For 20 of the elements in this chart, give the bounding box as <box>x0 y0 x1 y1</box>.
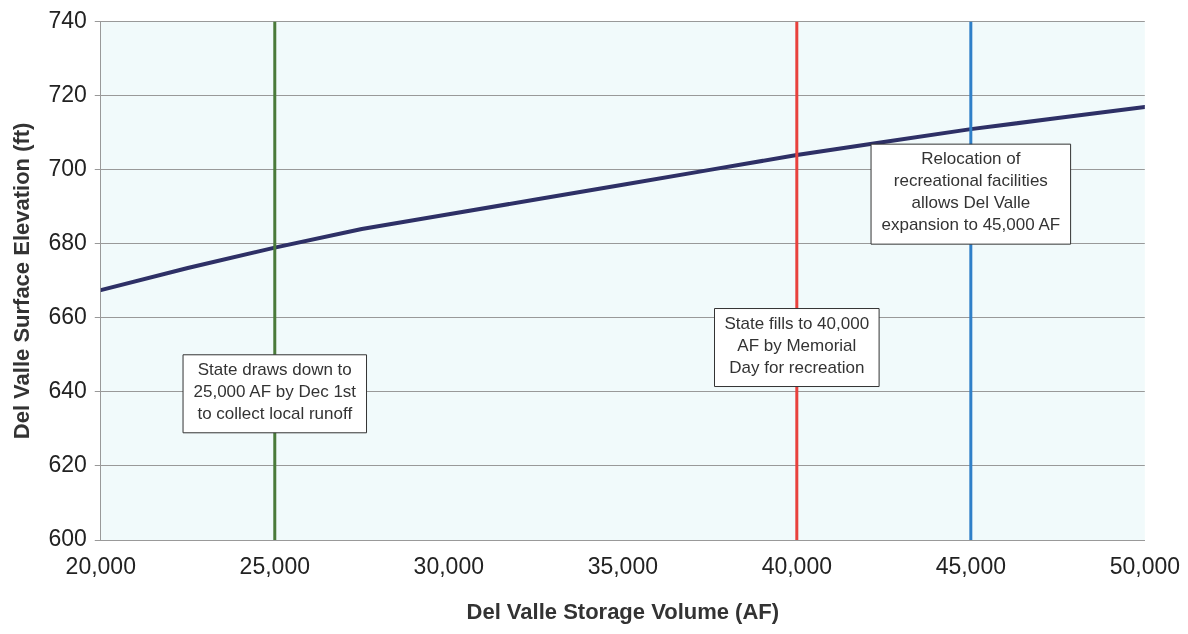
y-tick-label: 680 <box>48 229 87 256</box>
ref-line-label: State draws down to 25,000 AF by Dec 1st to collect local runoff <box>193 359 357 423</box>
y-tick-label: 700 <box>48 155 87 182</box>
y-tick-label: 600 <box>48 525 87 552</box>
y-tick-label: 660 <box>48 303 87 330</box>
y-tick-label: 640 <box>48 377 87 404</box>
ref-line-label: Relocation of recreational facilities allows Del Valle expansion to 45,000 AF <box>881 149 1061 235</box>
y-axis-title: Del Valle Surface Elevation (ft) <box>9 122 35 440</box>
x-tick-label: 20,000 <box>65 553 136 580</box>
x-tick-label: 30,000 <box>413 553 484 580</box>
ref-line-label: State fills to 40,000 AF by Memorial Day for recreation <box>724 313 870 377</box>
y-tick-label: 620 <box>48 451 87 478</box>
x-tick-label: 45,000 <box>935 553 1006 580</box>
x-axis-title: Del Valle Storage Volume (AF) <box>466 598 780 624</box>
x-tick-label: 35,000 <box>587 553 658 580</box>
x-tick-label: 50,000 <box>1109 553 1181 580</box>
y-tick-label: 720 <box>48 81 87 108</box>
y-tick-label: 740 <box>48 7 87 34</box>
x-tick-label: 40,000 <box>761 553 832 580</box>
x-tick-label: 25,000 <box>239 553 310 580</box>
